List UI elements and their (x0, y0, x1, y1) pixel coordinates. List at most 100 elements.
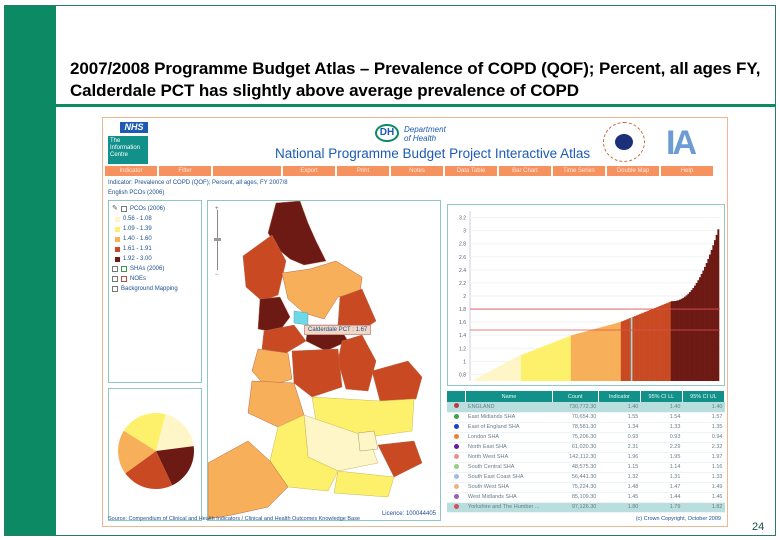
map-region-cumbria[interactable] (242, 234, 287, 302)
chart-bar (485, 372, 488, 381)
pencil-icon[interactable]: ✎ (112, 205, 118, 212)
map-region-calderdale[interactable] (293, 310, 309, 326)
nav-item-export[interactable]: Export (283, 166, 335, 176)
map-region-kent[interactable] (377, 440, 423, 478)
map-region-london[interactable] (357, 430, 379, 452)
legend-swatch (115, 226, 120, 232)
layer-checkbox[interactable] (112, 276, 118, 282)
dh-text-line2: of Health (404, 134, 437, 143)
chart-bar (595, 328, 598, 381)
chart-bar (715, 234, 718, 381)
cell-ll: 1.54 (640, 412, 683, 423)
chart-bar (500, 364, 503, 381)
chart-bar (494, 368, 497, 381)
table-row[interactable]: London SHA 75,206.30 0.93 0.93 0.94 (447, 432, 725, 443)
nav-item-indicator[interactable]: Indicator (105, 166, 157, 176)
cell-indicator: 1.15 (598, 462, 641, 473)
layer-checkbox[interactable] (121, 206, 127, 212)
chart-bar (474, 379, 477, 381)
legend-layer-toggle[interactable]: SHAs (2006) (109, 264, 201, 274)
map-region-greater-manchester[interactable] (261, 324, 307, 354)
map-zoom-slider[interactable]: + − (214, 206, 222, 281)
chart-bar (580, 332, 583, 381)
pie-slice (123, 413, 166, 451)
series-dot-icon (453, 443, 459, 449)
chart-bar (665, 303, 668, 381)
zoom-in-icon[interactable]: + (215, 206, 219, 212)
nav-item-filter[interactable]: Filter (159, 166, 211, 176)
table-row[interactable]: North East SHA 61,020.30 2.31 2.29 2.32 (447, 442, 725, 453)
chart-bar (677, 300, 680, 381)
legend-layer-row[interactable]: ✎ PCOs (2006) (109, 204, 201, 214)
chart-bar (484, 373, 487, 381)
chart-bar (690, 290, 693, 381)
legend-class-row: 1.40 - 1.60 (109, 234, 201, 244)
nav-item-data-table[interactable]: Data Table (445, 166, 497, 176)
main-nav: Indicator Filter Export Print Notes Data Tabl… (105, 166, 725, 176)
chart-bar (574, 334, 577, 381)
cell-ll: 1.33 (640, 422, 683, 433)
map-region-east-midlands[interactable] (291, 348, 343, 398)
table-row[interactable]: East of England SHA 78,581.30 1.34 1.33 1.35 (447, 422, 725, 433)
chart-bar (629, 318, 632, 381)
nav-item-help[interactable]: Help (661, 166, 713, 176)
chart-bar (522, 354, 525, 381)
chart-bar (607, 325, 610, 381)
chart-bar (564, 337, 567, 381)
table-row[interactable]: Yorkshire and The Humber ... 97,126.30 1.8… (447, 502, 725, 513)
chart-bar (482, 374, 485, 381)
chart-bar (702, 270, 705, 381)
chart-bar (529, 351, 532, 381)
chart-bar (570, 335, 573, 381)
map-regions (208, 201, 423, 520)
y-tick-label: 3.2 (459, 216, 466, 222)
column-header[interactable]: 95% CI LL (640, 391, 683, 402)
table-row[interactable]: North West SHA 142,112.30 1.96 1.95 1.97 (447, 452, 725, 463)
cell-name: East Midlands SHA (465, 412, 553, 423)
table-row[interactable]: South East Coast SHA 56,441.30 1.32 1.31 1.3… (447, 472, 725, 483)
legend-swatch (115, 236, 120, 242)
chart-bar (499, 365, 502, 381)
nav-item-bar-chart[interactable]: Bar Chart (499, 166, 551, 176)
layer-checkbox[interactable] (112, 266, 118, 272)
chart-bar (487, 371, 490, 381)
chart-bar (559, 339, 562, 381)
pie-slice (156, 414, 194, 451)
table-row[interactable]: West Midlands SHA 85,109.30 1.45 1.44 1.46 (447, 492, 725, 503)
y-tick-label: 0.8 (459, 372, 466, 378)
table-row[interactable]: South West SHA 75,224.30 1.48 1.47 1.49 (447, 482, 725, 493)
table-row[interactable]: South Central SHA 48,575.30 1.15 1.14 1.16 (447, 462, 725, 473)
map-panel[interactable]: + − Calderdale PCT : 1.67 Licence: 10004… (207, 200, 441, 521)
map-region-lancashire[interactable] (257, 296, 291, 334)
zoom-out-icon[interactable]: − (215, 272, 219, 278)
chart-bar (660, 305, 663, 381)
column-header[interactable]: Name (465, 391, 553, 402)
chart-bar (519, 354, 522, 381)
map-region-norfolk[interactable] (371, 360, 423, 402)
table-row[interactable]: ENGLAND 730,772.30 1.40 1.40 1.40 (447, 402, 725, 413)
chart-bar (634, 316, 637, 381)
chart-bar (614, 323, 617, 381)
map-region-sussex[interactable] (333, 470, 395, 498)
table-row[interactable]: East Midlands SHA 70,654.30 1.55 1.54 1.57 (447, 412, 725, 423)
nav-item-print[interactable]: Print (337, 166, 389, 176)
choropleth-map[interactable] (208, 201, 441, 521)
map-region-south-west[interactable] (208, 440, 289, 520)
map-region-lincolnshire[interactable] (337, 334, 377, 392)
nav-item-double-map[interactable]: Double Map (607, 166, 659, 176)
layer-checkbox[interactable] (112, 286, 118, 292)
cell-ll: 1.44 (640, 492, 683, 503)
column-header[interactable]: 95% CI UL (682, 391, 726, 402)
legend-layer-toggle[interactable]: NOEs (109, 274, 201, 284)
chart-bar (657, 306, 660, 381)
cell-ll: 1.79 (640, 502, 683, 513)
cell-ul: 1.57 (682, 412, 725, 423)
column-header[interactable]: Indicator (598, 391, 641, 402)
legend-layer-toggle[interactable]: Background Mapping (109, 284, 201, 294)
column-header[interactable]: Count (552, 391, 599, 402)
legend-class-label: 1.92 - 3.00 (123, 256, 152, 262)
nav-item-time-series[interactable]: Time Series (553, 166, 605, 176)
zoom-thumb[interactable] (214, 238, 221, 241)
cell-ul: 1.82 (682, 502, 725, 513)
nav-item-notes[interactable]: Notes (391, 166, 443, 176)
